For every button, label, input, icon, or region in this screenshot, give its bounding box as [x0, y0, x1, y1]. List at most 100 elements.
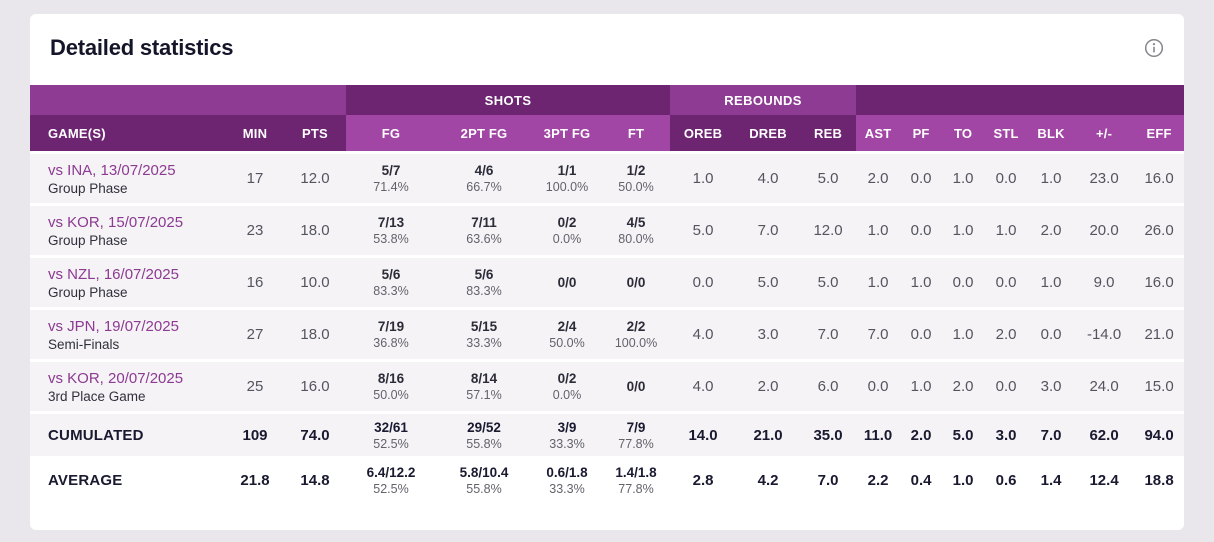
summary-row-cumulated: CUMULATED 109 74.0 32/61 52.5% 29/52 55.8% 3/9 3…: [30, 411, 1184, 456]
stat-cell-ft-percentage: 80.0%: [618, 232, 654, 246]
summary-cell-ft-made-attempted: 1.4/1.8: [615, 465, 657, 480]
stat-cell-oreb: 0.0: [670, 255, 737, 307]
stat-cell-fg3-made-attempted: 0/0: [557, 275, 577, 290]
summary-cell-ft-percentage: 77.8%: [618, 482, 654, 496]
page-title: Detailed statistics: [50, 35, 234, 60]
stat-cell-pm: -14.0: [1074, 307, 1135, 359]
summary-cell-to: 5.0: [942, 411, 985, 456]
summary-cell-fg2: 29/52 55.8%: [436, 411, 532, 456]
stat-cell-stl: 0.0: [984, 359, 1029, 411]
stat-cell-fg2-made-attempted: 8/14: [470, 371, 498, 386]
stat-cell-fg3-made-attempted: 0/2: [557, 215, 577, 230]
info-icon[interactable]: [1144, 38, 1164, 58]
stat-cell-fg3: 0/2 0.0%: [532, 203, 602, 255]
stat-cell-ft-made-attempted: 1/2: [626, 163, 646, 178]
stat-cell-reb: 12.0: [800, 203, 857, 255]
summary-cell-fg3: 3/9 33.3%: [532, 411, 602, 456]
summary-cell-reb: 7.0: [800, 456, 857, 501]
stat-cell-eff: 16.0: [1134, 255, 1184, 307]
stat-cell-fg2-percentage: 33.3%: [466, 336, 502, 350]
stat-cell-ft: 0/0: [602, 359, 671, 411]
card-header: Detailed statistics: [30, 14, 1184, 85]
stat-cell-min: 17: [226, 151, 284, 203]
summary-cell-fg-percentage: 52.5%: [373, 482, 409, 496]
column-header-fg: FG: [346, 115, 436, 151]
game-cell: vs NZL, 16/07/2025 Group Phase: [30, 255, 226, 307]
statistics-table: SHOTS REBOUNDS GAME(S) MIN PTS FG 2PT FG 3PT FG…: [30, 85, 1184, 501]
stat-cell-reb: 6.0: [800, 359, 857, 411]
column-header-fg2: 2PT FG: [436, 115, 532, 151]
column-header-ft: FT: [602, 115, 671, 151]
stat-cell-pts: 16.0: [284, 359, 346, 411]
summary-label: CUMULATED: [30, 411, 226, 456]
summary-cell-fg: 6.4/12.2 52.5%: [346, 456, 436, 501]
stat-cell-fg-percentage: 53.8%: [373, 232, 409, 246]
group-header-rebounds: REBOUNDS: [670, 85, 857, 115]
game-row: vs KOR, 15/07/2025 Group Phase 23 18.0 7/13 5…: [30, 203, 1184, 255]
game-link[interactable]: vs KOR, 15/07/2025: [48, 213, 184, 231]
summary-cell-ft: 7/9 77.8%: [602, 411, 671, 456]
game-phase: 3rd Place Game: [48, 388, 146, 404]
game-link[interactable]: vs KOR, 20/07/2025: [48, 369, 184, 387]
stat-cell-oreb: 1.0: [670, 151, 737, 203]
stat-cell-ast: 0.0: [856, 359, 901, 411]
stat-cell-pts: 18.0: [284, 307, 346, 359]
game-link[interactable]: vs JPN, 19/07/2025: [48, 317, 179, 335]
stat-cell-fg2: 8/14 57.1%: [436, 359, 532, 411]
summary-cell-fg: 32/61 52.5%: [346, 411, 436, 456]
stat-cell-ft-made-attempted: 4/5: [626, 215, 646, 230]
stat-cell-ast: 1.0: [856, 203, 901, 255]
stat-cell-fg3-percentage: 0.0%: [552, 388, 582, 402]
info-icon-glyph: [1144, 38, 1164, 58]
stat-cell-ft: 2/2 100.0%: [602, 307, 671, 359]
stat-cell-fg: 7/19 36.8%: [346, 307, 436, 359]
column-header-pm: +/-: [1074, 115, 1135, 151]
summary-cell-fg2: 5.8/10.4 55.8%: [436, 456, 532, 501]
stat-cell-to: 2.0: [942, 359, 985, 411]
stat-cell-to: 1.0: [942, 203, 985, 255]
stat-cell-stl: 1.0: [984, 203, 1029, 255]
stat-cell-oreb: 4.0: [670, 359, 737, 411]
stat-cell-pts: 10.0: [284, 255, 346, 307]
summary-cell-dreb: 21.0: [736, 411, 801, 456]
summary-cell-pf: 0.4: [900, 456, 943, 501]
game-cell: vs KOR, 20/07/2025 3rd Place Game: [30, 359, 226, 411]
summary-cell-ast: 11.0: [856, 411, 901, 456]
column-header-ast: AST: [856, 115, 901, 151]
stat-cell-dreb: 4.0: [736, 151, 801, 203]
summary-cell-ft-percentage: 77.8%: [618, 436, 654, 451]
stat-cell-ft-made-attempted: 0/0: [626, 379, 646, 394]
stat-cell-fg3-made-attempted: 1/1: [557, 163, 577, 178]
stat-cell-fg2-percentage: 66.7%: [466, 180, 502, 194]
game-phase: Semi-Finals: [48, 336, 120, 352]
stat-cell-pts: 12.0: [284, 151, 346, 203]
game-cell: vs INA, 13/07/2025 Group Phase: [30, 151, 226, 203]
game-row: vs INA, 13/07/2025 Group Phase 17 12.0 5/7 71…: [30, 151, 1184, 203]
stat-cell-reb: 5.0: [800, 151, 857, 203]
stat-cell-pm: 20.0: [1074, 203, 1135, 255]
column-header-reb: REB: [800, 115, 857, 151]
stat-cell-fg-percentage: 36.8%: [373, 336, 409, 350]
stat-cell-fg-percentage: 83.3%: [373, 284, 409, 298]
summary-cell-ft: 1.4/1.8 77.8%: [602, 456, 671, 501]
summary-cell-to: 1.0: [942, 456, 985, 501]
summary-cell-eff: 94.0: [1134, 411, 1184, 456]
stat-cell-ft-made-attempted: 0/0: [626, 275, 646, 290]
column-header-eff: EFF: [1134, 115, 1184, 151]
summary-cell-fg2-made-attempted: 29/52: [467, 419, 501, 435]
summary-cell-fg3-percentage: 33.3%: [549, 482, 585, 496]
game-link[interactable]: vs INA, 13/07/2025: [48, 161, 176, 179]
stat-cell-fg2: 7/11 63.6%: [436, 203, 532, 255]
stat-cell-to: 1.0: [942, 151, 985, 203]
stat-cell-ast: 7.0: [856, 307, 901, 359]
stat-cell-pts: 18.0: [284, 203, 346, 255]
stat-cell-pf: 0.0: [900, 307, 943, 359]
game-link[interactable]: vs NZL, 16/07/2025: [48, 265, 179, 283]
summary-cell-reb: 35.0: [800, 411, 857, 456]
stat-cell-fg3: 0/2 0.0%: [532, 359, 602, 411]
stat-cell-ft-percentage: 50.0%: [618, 180, 654, 194]
summary-cell-min: 21.8: [226, 456, 284, 501]
summary-cell-pts: 14.8: [284, 456, 346, 501]
stat-cell-dreb: 3.0: [736, 307, 801, 359]
column-header-blk: BLK: [1028, 115, 1075, 151]
